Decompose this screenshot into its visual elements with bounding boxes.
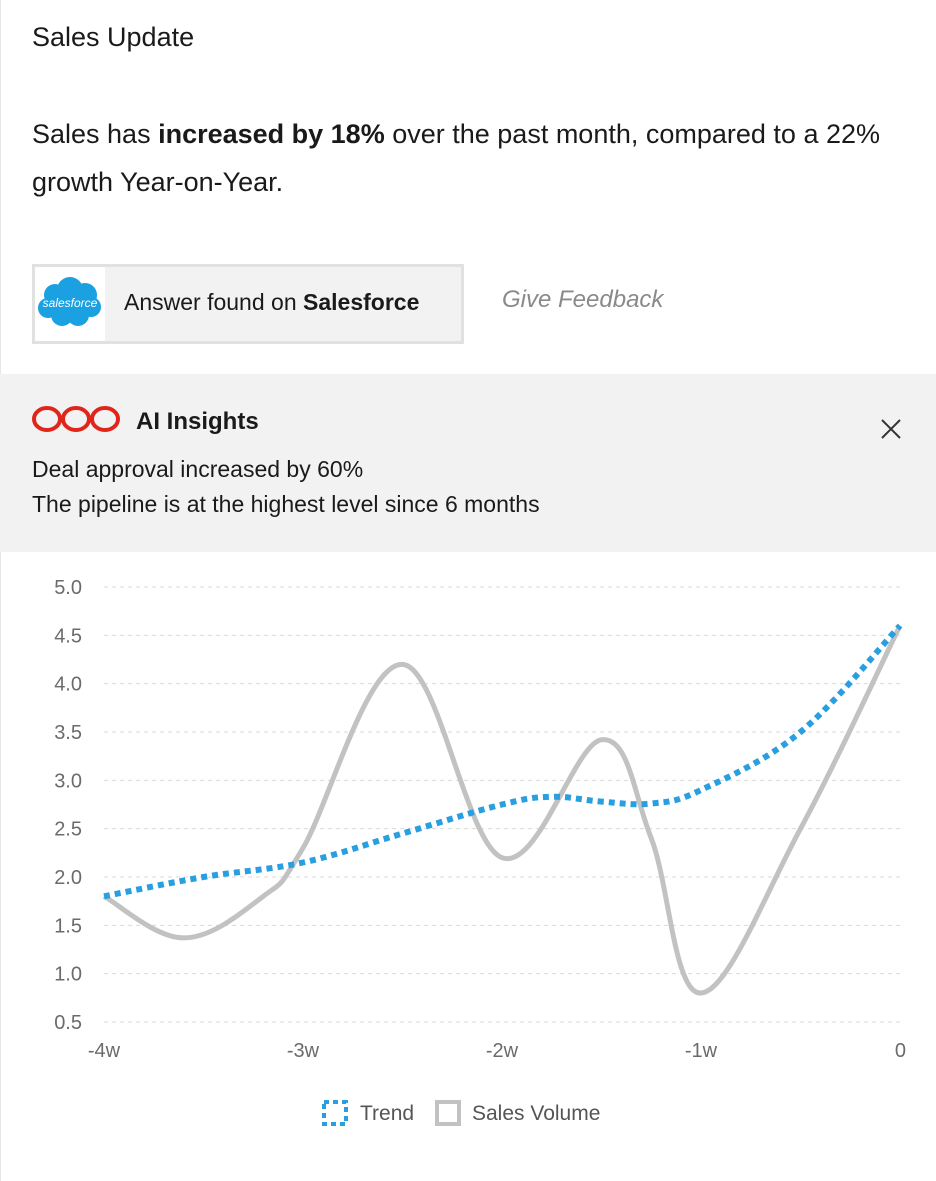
y-tick-label: 0.5 (54, 1012, 82, 1034)
y-tick-label: 5.0 (54, 577, 82, 599)
x-tick-label: -2w (486, 1040, 519, 1062)
ai-insights-panel: AI Insights Deal approval increased by 6… (0, 374, 936, 552)
x-tick-label: -3w (287, 1040, 320, 1062)
source-label: Answer found on Salesforce (124, 289, 419, 316)
card-left-border (0, 0, 1, 1181)
summary-text-start: Sales has (32, 119, 159, 149)
insight-line-2: The pipeline is at the highest level sin… (32, 491, 540, 517)
sales-summary: Sales has increased by 18% over the past… (32, 110, 922, 206)
salesforce-logo-text: salesforce (43, 296, 98, 310)
card-title: Sales Update (32, 22, 195, 52)
summary-text-end: over the past month, compared to a 22% g… (32, 119, 880, 197)
sales-volume-series-line (102, 624, 903, 996)
y-tick-label: 3.0 (54, 770, 82, 792)
x-tick-label: -1w (685, 1040, 718, 1062)
y-tick-label: 4.0 (54, 674, 82, 696)
x-tick-label: 0 (895, 1040, 906, 1062)
salesforce-logo-icon: salesforce (35, 267, 105, 341)
legend-trend-swatch (322, 1100, 348, 1126)
legend-sales-volume-swatch (435, 1100, 461, 1126)
source-label-prefix: Answer found on (124, 289, 304, 315)
y-tick-label: 1.0 (54, 964, 82, 986)
y-tick-label: 1.5 (54, 915, 82, 937)
trend-series-line (103, 623, 903, 900)
summary-highlight: increased by 18% (158, 119, 385, 149)
y-tick-label: 4.5 (54, 625, 82, 647)
source-attribution[interactable]: salesforce Answer found on Salesforce (32, 264, 464, 344)
x-tick-label: -4w (88, 1040, 121, 1062)
y-tick-label: 2.0 (54, 867, 82, 889)
y-tick-label: 3.5 (54, 722, 82, 744)
close-icon[interactable] (878, 416, 904, 442)
y-tick-label: 2.5 (54, 819, 82, 841)
insights-title: AI Insights (136, 408, 259, 435)
give-feedback-link[interactable]: Give Feedback (502, 286, 664, 313)
legend-trend-label: Trend (360, 1102, 414, 1125)
infinity-loops-icon (32, 406, 120, 432)
source-name: Salesforce (303, 289, 420, 315)
sales-chart: 5.0 4.5 4.0 3.5 3.0 2.5 2.0 1.5 1.0 0.5 -4w -3w -2w -… (54, 577, 906, 1126)
legend-sales-volume-label: Sales Volume (472, 1102, 600, 1125)
insight-line-1: Deal approval increased by 60% (32, 456, 364, 482)
